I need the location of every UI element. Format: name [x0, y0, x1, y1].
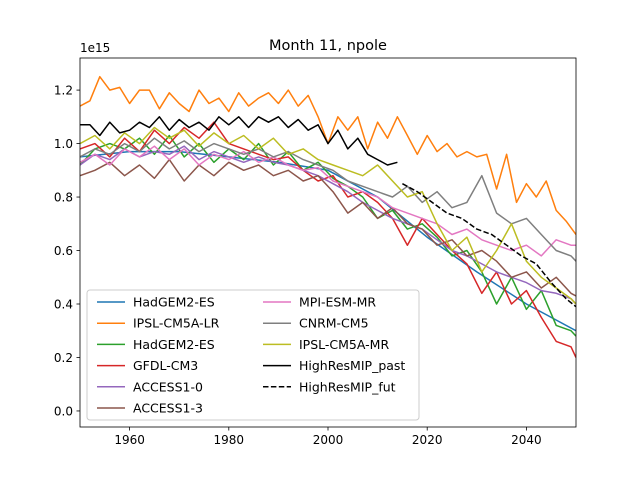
y-tick-label: 1.2 [54, 83, 73, 97]
axes-layer: 1960 1980 2000 2020 2040 0.0 0.2 0.4 0.6 0.8 1.0 1.… [54, 57, 577, 447]
y-tick-label: 1.0 [54, 137, 73, 151]
series-line-0 [80, 150, 576, 332]
x-tick-label: 1960 [114, 433, 145, 447]
series-line-10 [402, 183, 576, 308]
series-line-4 [80, 145, 576, 305]
series-line-9 [80, 116, 398, 166]
x-tick-label: 2020 [412, 433, 443, 447]
legend-label: IPSL-CM5A-LR [133, 316, 220, 331]
y-tick-label: 0.8 [54, 190, 73, 204]
legend-label: HighResMIP_past [299, 358, 405, 373]
legend: HadGEM2-ES IPSL-CM5A-LR HadGEM2-ES GFDL-CM3… [86, 289, 420, 421]
legend-label: HighResMIP_fut [299, 379, 396, 394]
axis-scale-label: 1e15 [80, 41, 110, 55]
chart-title: Month 11, npole [269, 38, 387, 54]
series-layer [80, 75, 576, 358]
legend-box [86, 289, 420, 421]
y-tick-label: 0.4 [54, 297, 73, 311]
legend-label: HadGEM2-ES [133, 337, 215, 352]
series-line-7 [80, 137, 576, 262]
legend-label: IPSL-CM5A-MR [299, 337, 389, 352]
x-tick-label: 2040 [511, 433, 542, 447]
series-line-3 [80, 121, 576, 358]
series-line-2 [80, 134, 576, 337]
y-tick-label: 0.0 [54, 404, 73, 418]
x-tick-label: 1980 [214, 433, 245, 447]
series-line-6 [80, 145, 576, 257]
legend-label: ACCESS1-0 [133, 379, 203, 394]
legend-label: MPI-ESM-MR [299, 295, 376, 310]
legend-label: CNRM-CM5 [299, 316, 369, 331]
legend-label: ACCESS1-3 [133, 401, 203, 416]
legend-label: HadGEM2-ES [133, 295, 215, 310]
x-tick-label: 2000 [313, 433, 344, 447]
legend-label: GFDL-CM3 [133, 358, 198, 373]
series-line-5 [80, 158, 576, 297]
y-tick-label: 0.2 [54, 351, 73, 365]
y-tick-label: 0.6 [54, 244, 73, 258]
